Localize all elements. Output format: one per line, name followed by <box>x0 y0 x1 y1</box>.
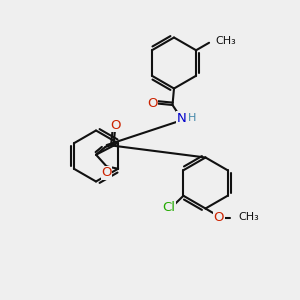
Text: O: O <box>147 97 158 110</box>
Text: N: N <box>177 112 186 125</box>
Text: O: O <box>101 167 112 179</box>
Text: O: O <box>214 211 224 224</box>
Text: H: H <box>188 113 196 123</box>
Text: CH₃: CH₃ <box>238 212 259 223</box>
Text: O: O <box>110 119 121 132</box>
Text: CH₃: CH₃ <box>216 36 236 46</box>
Text: Cl: Cl <box>162 201 175 214</box>
